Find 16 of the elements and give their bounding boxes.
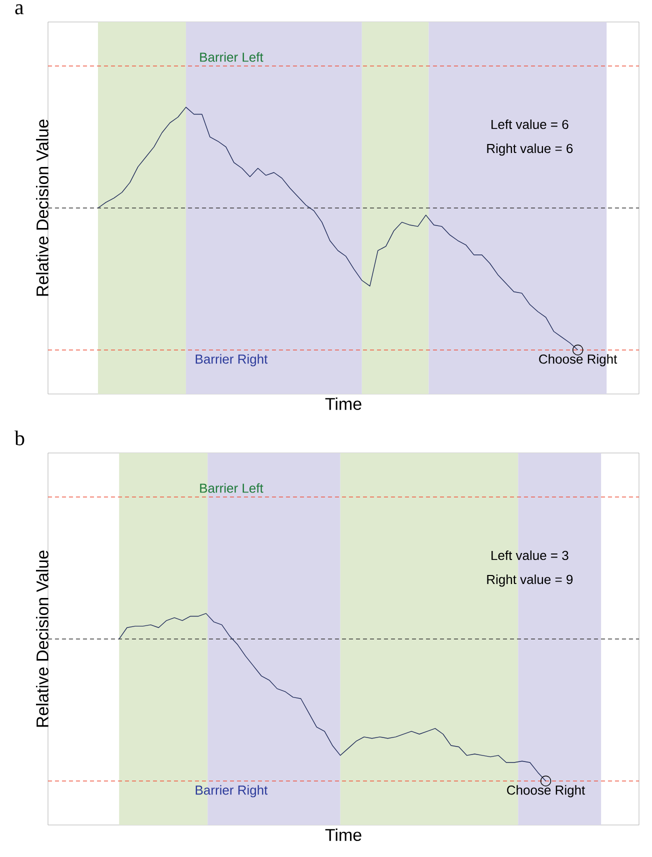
- text: Right value = 9: [487, 574, 573, 587]
- y-axis-title: Relative Decision Value: [36, 550, 48, 727]
- x-axis-title: Time: [325, 398, 362, 410]
- y-axis-title: Relative Decision Value: [36, 120, 48, 296]
- ref-line-label: Barrier Left: [200, 52, 264, 62]
- ref-line-label: Barrier Right: [196, 354, 268, 366]
- annotation: Choose Right: [539, 354, 618, 366]
- chart-title: a: [15, 4, 24, 14]
- chart-title: b: [14, 430, 24, 446]
- annotation: Choose Right: [507, 785, 586, 798]
- text: Left value = 3: [492, 550, 568, 560]
- annotation: Right value = 6: [487, 144, 573, 156]
- annotation: Left value = 6: [492, 120, 568, 130]
- ref-line-label: Barrier Right: [196, 785, 268, 798]
- ref-line-label: Barrier Left: [200, 483, 264, 493]
- x-axis-title: Time: [325, 828, 362, 841]
